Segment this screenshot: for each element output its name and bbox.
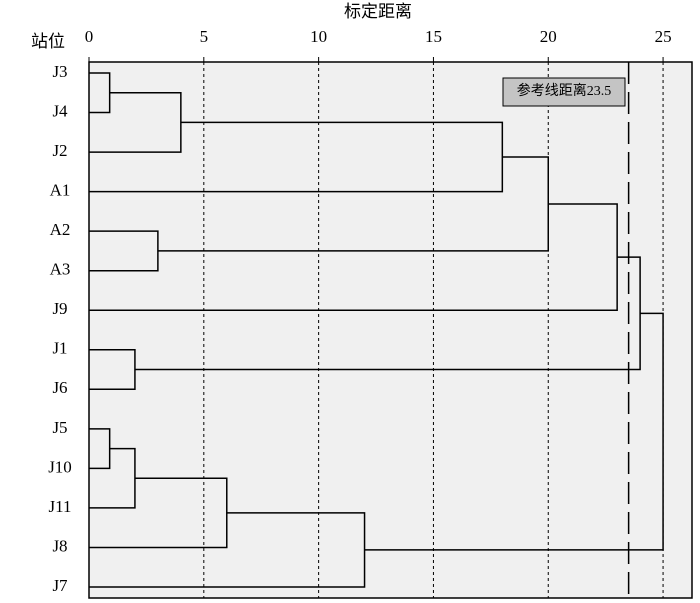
cluster-link [89, 121, 504, 193]
leaf-label: J5 [52, 418, 67, 437]
leaf-label: J1 [52, 339, 67, 358]
reference-label-box [502, 77, 626, 107]
leaf-label: J10 [48, 457, 72, 476]
cluster-link [89, 512, 366, 588]
x-tick-label: 25 [655, 27, 672, 46]
cluster-link [89, 349, 136, 391]
leaf-label: A1 [50, 181, 71, 200]
leaf-label: A2 [50, 220, 71, 239]
leaf-label: J6 [52, 378, 67, 397]
leaf-label: J9 [52, 299, 67, 318]
cluster-link [89, 477, 228, 549]
leaf-label: J8 [52, 536, 67, 555]
chart-title: 标定距离 [344, 2, 412, 21]
x-tick-label: 5 [200, 27, 209, 46]
reference-label: 参考线距离23.5 [517, 82, 612, 99]
leaf-label: A3 [50, 260, 71, 279]
leaf-label: J7 [52, 576, 68, 595]
x-tick-label: 20 [540, 27, 557, 46]
y-axis-label: 站位 [31, 32, 65, 51]
leaf-label: J3 [52, 62, 67, 81]
leaf-label: J4 [52, 101, 68, 120]
cluster-link [364, 312, 664, 551]
leaf-label: J11 [49, 497, 72, 516]
cluster-link [89, 447, 136, 509]
leaf-label: J2 [52, 141, 67, 160]
x-tick-label: 15 [425, 27, 442, 46]
cluster-link [89, 72, 111, 114]
cluster-link [89, 230, 159, 272]
x-tick-label: 10 [310, 27, 327, 46]
plot-area [88, 61, 693, 599]
cluster-link [89, 428, 111, 470]
x-tick-label: 0 [85, 27, 94, 46]
